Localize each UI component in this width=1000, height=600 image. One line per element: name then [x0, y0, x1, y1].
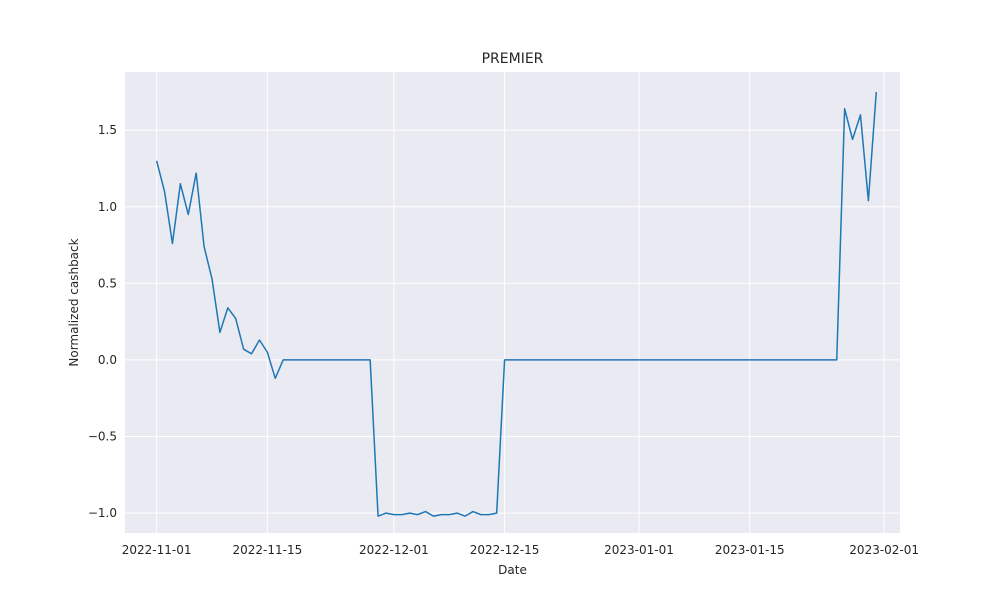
x-tick-label: 2022-12-15: [470, 543, 540, 557]
y-tick-label: 1.0: [98, 200, 117, 214]
y-axis-label: Normalized cashback: [67, 238, 81, 366]
x-tick-label: 2023-01-15: [715, 543, 785, 557]
plot-area: [125, 72, 900, 533]
y-tick-label: −0.5: [88, 430, 117, 444]
x-tick-labels: 2022-11-01 2022-11-15 2022-12-01 2022-12-15…: [122, 543, 919, 557]
x-tick-label: 2022-12-01: [359, 543, 429, 557]
y-tick-label: 1.5: [98, 123, 117, 137]
x-tick-label: 2022-11-15: [232, 543, 302, 557]
x-axis-label: Date: [498, 563, 527, 577]
x-tick-label: 2023-01-01: [604, 543, 674, 557]
series-line: [155, 91, 878, 517]
y-tick-label: −1.0: [88, 506, 117, 520]
chart-title: PREMIER: [482, 51, 544, 67]
x-tick-label: 2023-02-01: [849, 543, 919, 557]
y-tick-label: 0.0: [98, 353, 117, 367]
y-tick-labels: −1.0 −0.5 0.0 0.5 1.0 1.5: [88, 123, 117, 520]
y-tick-label: 0.5: [98, 276, 117, 290]
x-tick-label: 2022-11-01: [122, 543, 192, 557]
x-gridlines: [156, 72, 885, 533]
